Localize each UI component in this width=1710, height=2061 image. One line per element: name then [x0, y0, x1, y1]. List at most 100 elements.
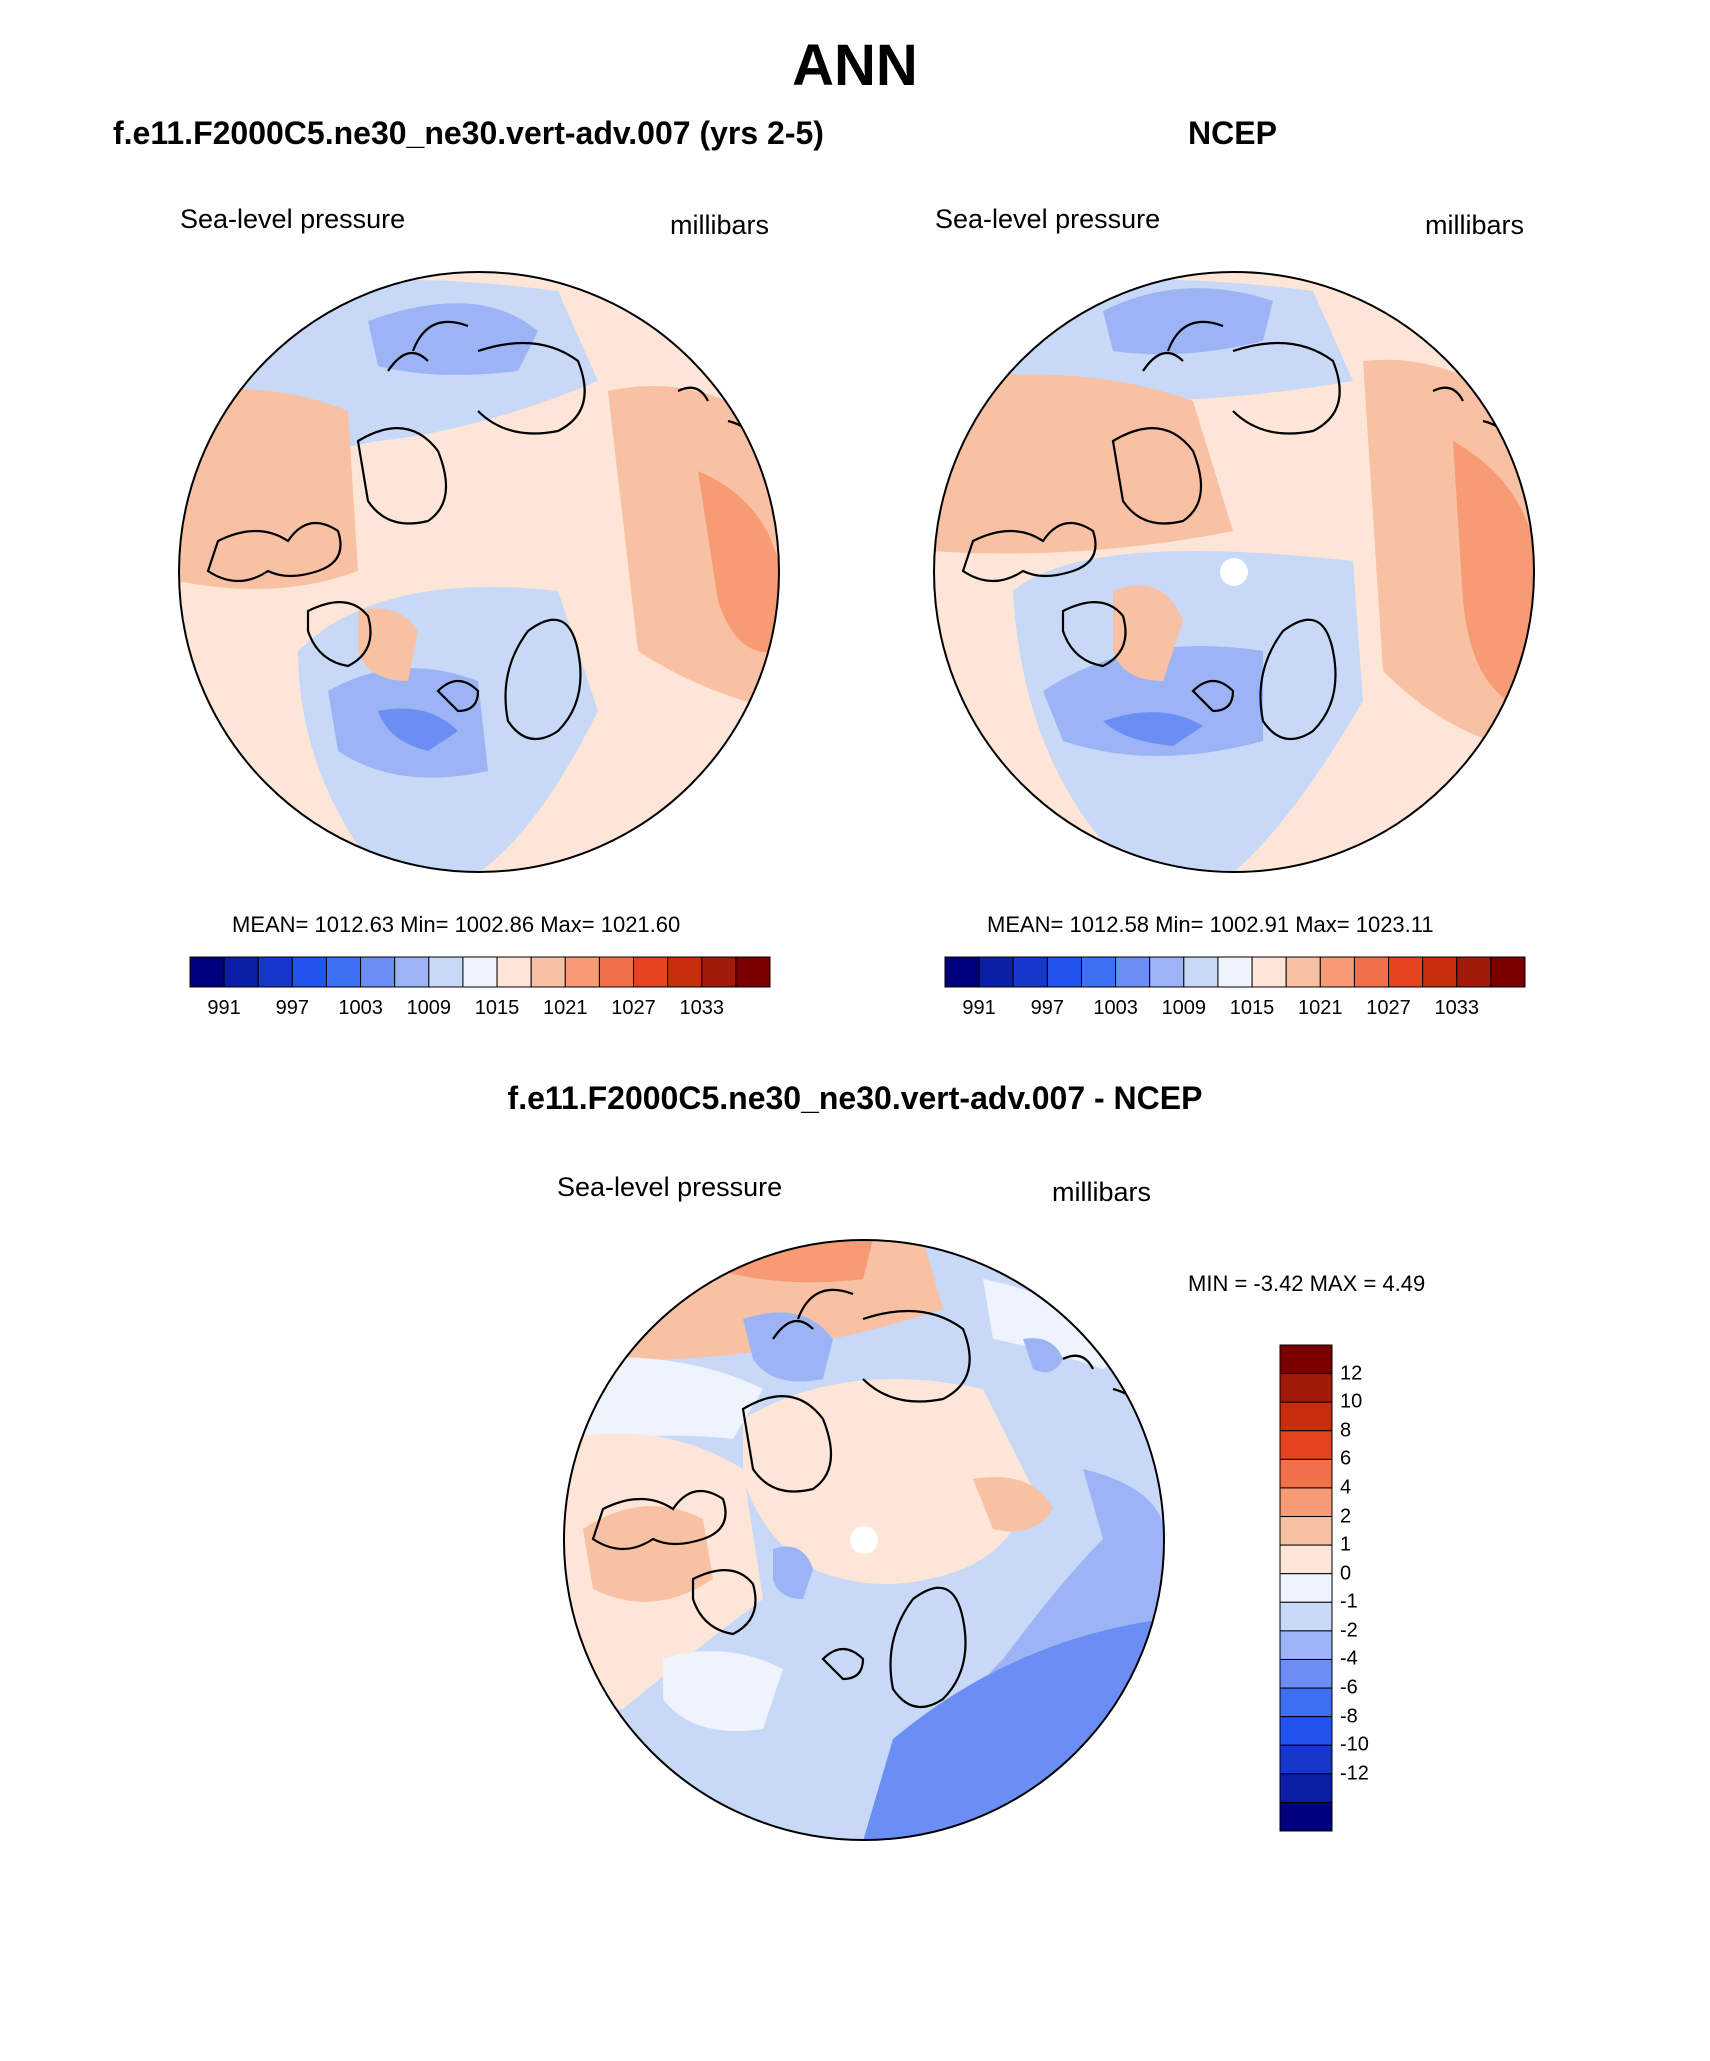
obs-colorbar-box	[1149, 956, 1185, 988]
diff-variable-label: Sea-level pressure	[557, 1172, 783, 1202]
diff-colorbar-box	[1279, 1544, 1333, 1575]
obs-colorbar-tick-label: 991	[962, 997, 996, 1019]
model-polar-map	[178, 271, 780, 873]
model-colorbar	[189, 956, 771, 988]
model-colorbar-box	[257, 956, 293, 988]
diff-colorbar-tick-label: -4	[1340, 1647, 1358, 1670]
model-variable-label: Sea-level pressure	[180, 204, 406, 234]
obs-colorbar-box	[1012, 956, 1048, 988]
obs-colorbar-tick-label: 1015	[1229, 997, 1275, 1019]
model-panel-title: f.e11.F2000C5.ne30_ne30.vert-adv.007 (yr…	[113, 115, 824, 151]
diff-colorbar-box	[1279, 1458, 1333, 1489]
diff-colorbar	[1279, 1344, 1333, 1832]
obs-panel-title: NCEP	[1188, 115, 1277, 151]
obs-variable-label: Sea-level pressure	[935, 204, 1161, 234]
diff-colorbar-box	[1279, 1744, 1333, 1775]
diff-colorbar-tick-label: 10	[1340, 1390, 1363, 1413]
model-colorbar-ticks: 991 997 1003 1009 1015 1021 1027 1033	[190, 997, 770, 1023]
diff-colorbar-box	[1279, 1773, 1333, 1803]
diff-colorbar-tick-label: -2	[1340, 1619, 1358, 1642]
diff-stats: MIN = -3.42 MAX = 4.49	[1188, 1271, 1426, 1296]
obs-colorbar-tick-label: 1003	[1093, 997, 1138, 1019]
obs-colorbar-box	[1251, 956, 1287, 988]
model-colorbar-box	[530, 956, 566, 988]
model-colorbar-tick-label: 997	[275, 997, 310, 1019]
diff-colorbar-tick-label: -12	[1340, 1762, 1369, 1785]
model-colorbar-box	[667, 956, 703, 988]
diff-colorbar-box	[1279, 1487, 1333, 1518]
figure-title: ANN	[792, 33, 918, 98]
obs-colorbar-box	[1217, 956, 1253, 988]
diff-colorbar-box	[1279, 1658, 1333, 1689]
diff-colorbar-tick-label: 0	[1340, 1562, 1352, 1585]
diff-colorbar-tick-label: 4	[1340, 1476, 1352, 1499]
obs-colorbar-box	[1046, 956, 1082, 988]
obs-colorbar-box	[1422, 956, 1458, 988]
diff-colorbar-box	[1279, 1630, 1333, 1660]
obs-units-label: millibars	[1425, 210, 1525, 240]
obs-colorbar-box	[1490, 956, 1526, 988]
diff-colorbar-box	[1279, 1401, 1333, 1432]
model-colorbar-tick-label: 1021	[543, 997, 588, 1019]
model-colorbar-box	[291, 956, 327, 988]
obs-colorbar-tick-label: 997	[1030, 997, 1065, 1019]
model-colorbar-box	[325, 956, 362, 988]
diff-colorbar-box	[1279, 1573, 1333, 1603]
diff-colorbar-box	[1279, 1716, 1333, 1746]
diff-panel-title: f.e11.F2000C5.ne30_ne30.vert-adv.007 - N…	[507, 1080, 1203, 1116]
model-colorbar-box	[735, 956, 771, 988]
model-colorbar-tick-label: 1027	[611, 997, 656, 1019]
diff-polar-map	[563, 1239, 1165, 1841]
model-colorbar-box	[701, 956, 737, 988]
obs-colorbar-tick-label: 1027	[1366, 997, 1411, 1019]
obs-colorbar-tick-label: 1033	[1434, 997, 1480, 1019]
model-colorbar-box	[189, 956, 225, 988]
obs-colorbar-box	[1353, 956, 1390, 988]
model-colorbar-box	[394, 956, 430, 988]
model-colorbar-box	[223, 956, 259, 988]
model-colorbar-box	[598, 956, 635, 988]
obs-colorbar-box	[978, 956, 1014, 988]
obs-colorbar-box	[1388, 956, 1424, 988]
diff-colorbar-box	[1279, 1516, 1333, 1546]
model-stats: MEAN= 1012.63 Min= 1002.86 Max= 1021.60	[232, 912, 681, 937]
diff-colorbar-box	[1279, 1344, 1333, 1375]
diff-colorbar-tick-label: 2	[1340, 1505, 1352, 1528]
diff-colorbar-tick-label: 12	[1340, 1362, 1363, 1385]
model-colorbar-tick-label: 1033	[679, 997, 725, 1019]
obs-colorbar-box	[1080, 956, 1117, 988]
diff-colorbar-tick-label: -6	[1340, 1676, 1358, 1699]
diff-colorbar-tick-label: 1	[1340, 1533, 1352, 1556]
model-colorbar-box	[564, 956, 600, 988]
model-colorbar-tick-label: 991	[207, 997, 241, 1019]
diff-units-label: millibars	[1052, 1177, 1152, 1207]
model-colorbar-box	[462, 956, 498, 988]
obs-colorbar-tick-label: 1009	[1161, 997, 1207, 1019]
obs-colorbar-box	[1285, 956, 1321, 988]
diff-colorbar-tick-label: -1	[1340, 1590, 1358, 1613]
diff-colorbar-box	[1279, 1601, 1333, 1632]
diff-colorbar-box	[1279, 1801, 1333, 1832]
diff-colorbar-tick-label: -8	[1340, 1705, 1358, 1728]
model-colorbar-box	[428, 956, 464, 988]
diff-colorbar-tick-label: 8	[1340, 1419, 1352, 1442]
diff-colorbar-ticks: 12 10 8 6 4 2 1 0 -1 -2 -4 -6 -8 -10 -12	[1340, 1345, 1400, 1831]
model-colorbar-tick-label: 1009	[406, 997, 452, 1019]
obs-stats: MEAN= 1012.58 Min= 1002.91 Max= 1023.11	[987, 912, 1434, 937]
obs-polar-map	[933, 271, 1535, 873]
diff-colorbar-box	[1279, 1687, 1333, 1718]
diff-colorbar-box	[1279, 1430, 1333, 1460]
model-colorbar-box	[360, 956, 396, 988]
model-colorbar-tick-label: 1003	[338, 997, 383, 1019]
obs-colorbar-box	[1456, 956, 1492, 988]
model-colorbar-box	[633, 956, 669, 988]
obs-colorbar-ticks: 991 997 1003 1009 1015 1021 1027 1033	[945, 997, 1525, 1023]
obs-colorbar-box	[944, 956, 980, 988]
obs-colorbar-box	[1115, 956, 1151, 988]
diff-colorbar-box	[1279, 1373, 1333, 1403]
obs-colorbar-tick-label: 1021	[1298, 997, 1343, 1019]
model-colorbar-box	[496, 956, 532, 988]
diff-colorbar-tick-label: -10	[1340, 1733, 1369, 1756]
diff-colorbar-tick-label: 6	[1340, 1447, 1352, 1470]
model-colorbar-tick-label: 1015	[474, 997, 520, 1019]
